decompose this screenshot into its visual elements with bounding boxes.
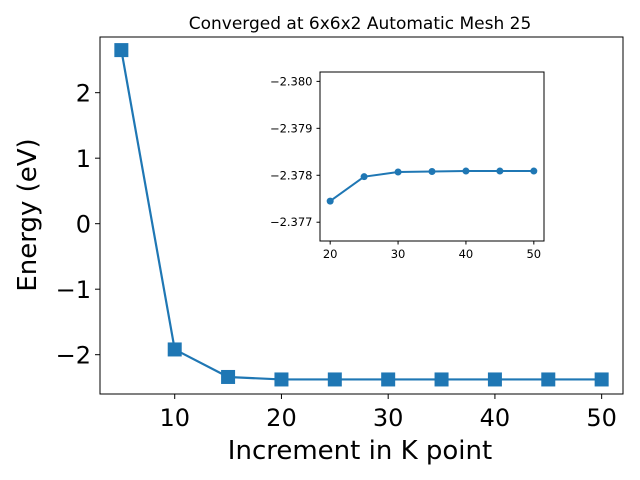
x-tick-label: 20 (323, 247, 338, 261)
inset-y-ticks: −2.377 −2.378 −2.379 −2.380 (270, 74, 320, 229)
x-axis-label: Increment in K point (228, 436, 492, 466)
chart-title: Converged at 6x6x2 Automatic Mesh 25 (189, 14, 532, 34)
main-series (114, 43, 609, 387)
x-tick-label: 50 (526, 247, 541, 261)
y-tick-label: 2 (76, 80, 91, 108)
x-tick-label: 30 (391, 247, 406, 261)
data-point-marker (326, 197, 334, 205)
data-point-marker (530, 167, 538, 175)
data-point-marker (114, 43, 129, 58)
x-tick-label: 40 (459, 247, 474, 261)
main-y-ticks: −2 −1 0 1 2 (56, 80, 100, 370)
main-plot-frame (99, 36, 624, 395)
x-tick-label: 50 (586, 404, 617, 432)
data-point-marker (167, 342, 182, 357)
y-tick-label: −1 (56, 276, 91, 304)
data-point-marker (274, 372, 289, 387)
series-line (120, 49, 602, 381)
data-point-marker (360, 173, 368, 181)
data-point-marker (496, 167, 504, 175)
y-tick-label: −2.377 (270, 215, 313, 229)
data-point-marker (394, 168, 402, 176)
x-tick-label: 10 (159, 404, 190, 432)
data-point-marker (594, 372, 609, 387)
y-tick-label: −2 (56, 342, 91, 370)
data-point-marker (221, 369, 236, 384)
x-tick-label: 30 (373, 404, 404, 432)
data-point-marker (541, 372, 556, 387)
inset-x-ticks: 20 30 40 50 (323, 241, 541, 261)
data-point-marker (487, 372, 502, 387)
data-point-marker (327, 372, 342, 387)
y-tick-label: −2.380 (270, 74, 313, 88)
y-tick-label: −2.379 (270, 121, 313, 135)
y-tick-label: −2.378 (270, 168, 313, 182)
inset-chart: 20 30 40 50 −2.377 −2.378 −2.379 −2.380 (270, 71, 545, 261)
y-tick-label: 0 (76, 211, 91, 239)
y-tick-label: 1 (76, 145, 91, 173)
data-point-marker (434, 372, 449, 387)
y-axis-label: Energy (eV) (13, 138, 43, 291)
inset-series (326, 167, 538, 205)
x-tick-label: 40 (480, 404, 511, 432)
main-chart: Converged at 6x6x2 Automatic Mesh 25 10 2… (13, 14, 624, 466)
data-point-marker (462, 167, 470, 175)
x-tick-label: 20 (266, 404, 297, 432)
inset-plot-background (320, 72, 544, 241)
main-x-ticks: 10 20 30 40 50 (159, 394, 617, 432)
inset-plot-frame (319, 71, 545, 242)
data-point-marker (381, 372, 396, 387)
data-point-marker (428, 168, 436, 176)
